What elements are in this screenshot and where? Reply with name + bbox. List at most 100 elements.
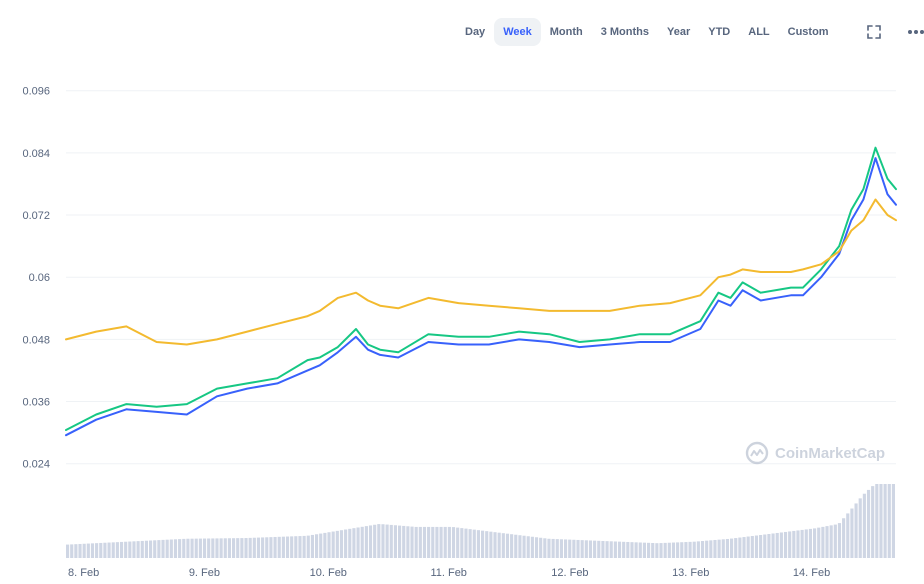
volume-bar [481,530,485,558]
volume-bar [265,537,269,558]
volume-bar [514,534,518,558]
volume-bar [194,538,198,558]
volume-bar [688,541,692,558]
more-options-button[interactable] [902,18,924,46]
volume-bar [883,484,887,558]
fullscreen-button[interactable] [860,18,888,46]
coinmarketcap-logo-icon [745,441,769,465]
range-custom-button[interactable]: Custom [787,26,829,38]
volume-bar [866,489,871,558]
volume-bar [323,532,327,558]
volume-bar [638,542,642,558]
volume-bar [705,540,709,558]
volume-bar [364,526,368,558]
volume-bar [609,541,613,558]
volume-bar [547,538,551,558]
volume-bar [140,540,144,558]
volume-bar [132,541,136,558]
x-tick-label: 14. Feb [793,567,830,579]
volume-bar [431,526,435,558]
time-range-toolbar: Day Week Month 3 Months Year YTD ALL Cus… [456,18,924,46]
volume-bar [808,528,812,558]
volume-bar [414,526,418,558]
volume-bar [505,533,510,558]
volume-bar [564,539,568,558]
volume-bar [568,539,572,558]
volume-bar [298,536,302,558]
volume-bar [294,536,298,558]
volume-bar [161,539,165,558]
volume-bar [671,542,676,558]
volume-bar [219,538,223,558]
volume-bar [763,534,767,558]
range-all-button[interactable]: ALL [748,26,770,38]
volume-bar [460,528,464,558]
volume-bar [746,536,750,558]
volume-bar [738,537,742,558]
volume-bar [136,541,140,558]
volume-bar [659,543,663,558]
volume-bar [667,542,671,558]
volume-bar [593,540,597,558]
volume-bar [817,527,821,558]
volume-bar [331,531,335,558]
range-3-months-button[interactable]: 3 Months [600,26,649,38]
range-day-button[interactable]: Day [465,26,486,38]
volume-bar [580,540,584,558]
volume-bar [692,541,696,558]
volume-bar [572,539,576,558]
volume-bar [315,534,319,558]
volume-bar [684,542,688,558]
volume-bar [792,530,796,558]
volume-bar [842,518,846,558]
volume-bar [66,544,70,558]
volume-bar [642,542,646,558]
volume-bar [551,538,555,558]
volume-bar [709,540,713,558]
volume-bar [576,539,580,558]
y-tick-label: 0.084 [22,148,50,160]
volume-bar [277,536,281,558]
volume-bar [244,538,248,558]
range-month-button[interactable]: Month [549,26,583,38]
volume-bar [613,541,617,558]
volume-bar [389,524,393,558]
volume-bar [252,537,256,558]
y-tick-label: 0.024 [22,459,50,471]
volume-bar [281,536,285,558]
volume-bar [472,529,476,558]
volume-bar [344,529,348,558]
volume-bar [115,542,119,558]
volume-bar [227,538,231,558]
volume-bar [775,532,779,558]
volume-bar [335,530,339,558]
volume-bar [518,535,522,558]
range-ytd-button[interactable]: YTD [708,26,731,38]
y-tick-label: 0.036 [22,397,50,409]
more-icon [907,30,924,34]
volume-bar [368,525,373,558]
volume-bar [597,540,601,558]
x-tick-label: 10. Feb [310,567,347,579]
y-tick-label: 0.096 [22,86,50,98]
volume-bar [489,531,493,558]
volume-bar [759,535,763,558]
volume-bar [435,526,439,558]
volume-bar [783,531,788,558]
volume-bar [539,537,543,558]
volume-bar [186,538,190,558]
volume-bar [422,526,427,558]
volume-bar [634,542,638,558]
volume-bar [862,493,866,558]
volume-bar [717,539,721,558]
volume-bar [111,542,115,558]
volume-bar [626,541,630,558]
x-tick-label: 9. Feb [189,567,220,579]
volume-bar [202,538,207,558]
volume-bar [696,541,700,558]
volume-bar [510,534,514,558]
volume-bar [256,537,261,558]
range-year-button[interactable]: Year [667,26,691,38]
range-week-button[interactable]: Week [494,18,541,46]
